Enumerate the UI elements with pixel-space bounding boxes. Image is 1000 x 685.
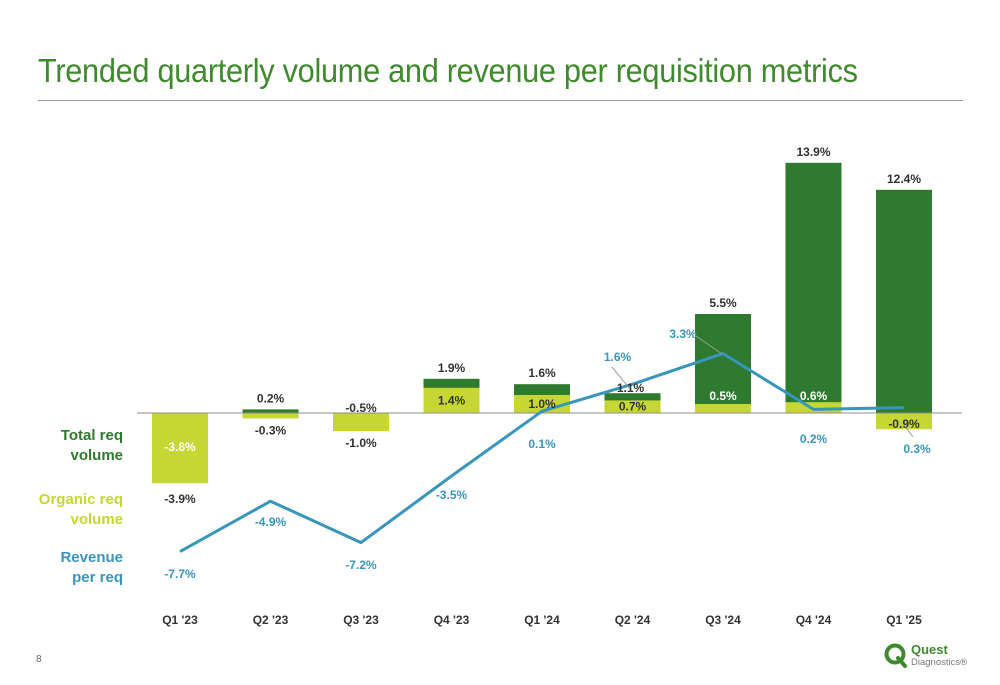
total-data-label: -0.5% — [345, 401, 377, 415]
revenue-data-label: 0.3% — [903, 442, 931, 456]
leader-line — [611, 366, 631, 390]
legend-organic-req-volume: Organic req volume — [0, 490, 123, 530]
page-title: Trended quarterly volume and revenue per… — [38, 52, 858, 89]
x-tick-label: Q4 '23 — [434, 613, 470, 627]
organic-data-label: -1.0% — [345, 436, 377, 450]
organic-data-label: 0.7% — [619, 400, 647, 414]
legend-revenue-line-1: Revenue — [60, 549, 123, 566]
legend-total-req-volume: Total req volume — [0, 426, 123, 466]
x-tick-label: Q2 '23 — [253, 613, 289, 627]
x-tick-label: Q2 '24 — [615, 613, 651, 627]
revenue-data-label: 0.2% — [800, 432, 828, 446]
organic-bar — [785, 402, 842, 413]
total-data-label: 13.9% — [796, 145, 830, 159]
legend-total-line-1: Total req — [60, 427, 123, 444]
organic-data-label: 0.6% — [800, 389, 828, 403]
legend-organic-line-1: Organic req — [38, 491, 123, 508]
organic-data-label: 0.5% — [709, 389, 737, 403]
revenue-data-label: -7.2% — [345, 558, 377, 572]
organic-bar — [695, 404, 751, 413]
quest-logo-icon — [884, 643, 907, 668]
leader-line — [695, 335, 723, 355]
organic-bar — [423, 387, 480, 413]
organic-bar — [152, 413, 208, 484]
organic-bar — [876, 413, 932, 430]
revenue-data-label: 1.6% — [604, 350, 632, 364]
total-data-label: 1.6% — [528, 366, 556, 380]
total-data-label: 12.4% — [887, 172, 921, 186]
logo-text-diagnostics: Diagnostics® — [911, 657, 968, 668]
organic-bar — [242, 413, 299, 419]
revenue-data-label: -3.5% — [436, 488, 468, 502]
x-tick-label: Q1 '24 — [524, 613, 560, 627]
quest-diagnostics-logo: Quest Diagnostics® — [884, 642, 974, 672]
total-data-label: 5.5% — [709, 296, 737, 310]
revenue-data-label: -7.7% — [164, 567, 196, 581]
revenue-data-label: 3.3% — [669, 327, 697, 341]
total-bar — [785, 162, 842, 413]
organic-data-label: -3.9% — [164, 492, 196, 506]
organic-bar — [333, 413, 389, 431]
revenue-data-label: -4.9% — [255, 515, 287, 529]
total-data-label: -3.8% — [164, 440, 196, 454]
organic-data-label: 1.0% — [528, 397, 556, 411]
organic-data-label: -0.3% — [255, 423, 287, 437]
title-divider — [38, 100, 963, 101]
revenue-data-label: 0.1% — [528, 437, 556, 451]
revenue-per-req-line — [179, 352, 905, 553]
legend-organic-line-2: volume — [70, 511, 123, 528]
logo-text-quest: Quest — [911, 642, 948, 657]
leader-line — [903, 424, 914, 438]
total-bar — [876, 189, 932, 413]
total-data-label: 0.2% — [257, 391, 285, 405]
total-data-label: 1.1% — [617, 381, 645, 395]
organic-bar — [604, 400, 661, 413]
legend-total-line-2: volume — [70, 447, 123, 464]
x-tick-label: Q3 '24 — [705, 613, 741, 627]
x-tick-label: Q1 '25 — [886, 613, 922, 627]
page-number: 8 — [36, 654, 42, 665]
organic-data-label: 1.4% — [438, 393, 466, 407]
total-bar — [242, 409, 299, 413]
x-tick-label: Q4 '24 — [796, 613, 832, 627]
legend-revenue-per-req: Revenue per req — [0, 548, 123, 588]
x-tick-label: Q3 '23 — [343, 613, 379, 627]
organic-data-label: -0.9% — [888, 417, 920, 431]
total-data-label: 1.9% — [438, 361, 466, 375]
x-tick-label: Q1 '23 — [162, 613, 198, 627]
legend-revenue-line-2: per req — [72, 569, 123, 586]
